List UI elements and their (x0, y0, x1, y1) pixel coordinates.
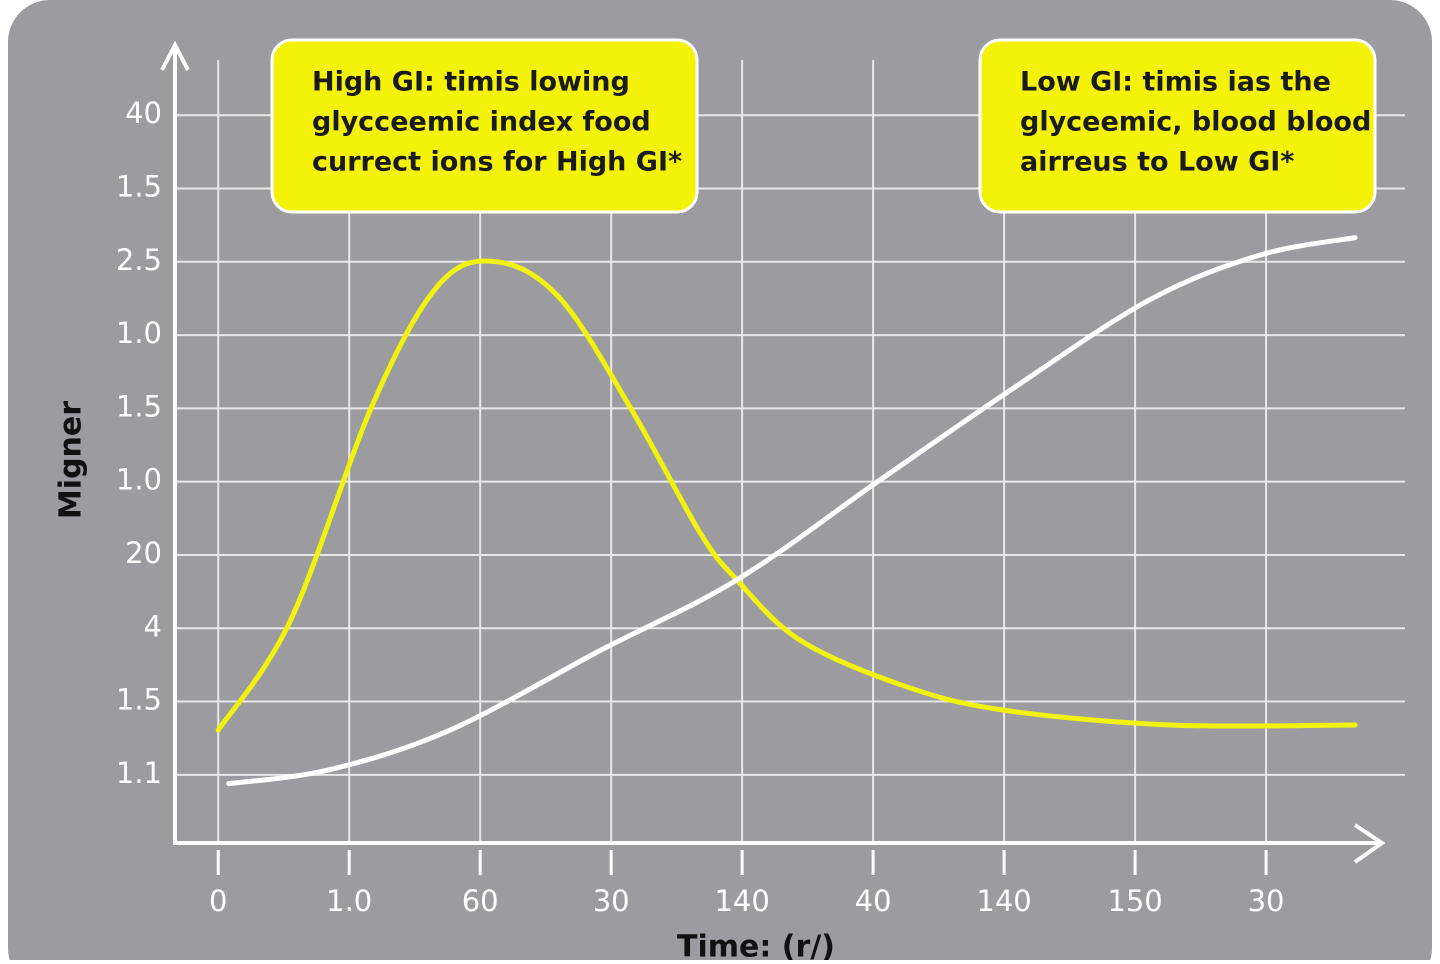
y-tick-label: 1.5 (116, 389, 162, 423)
y-tick-label: 1.1 (116, 756, 162, 790)
y-tick-label: 40 (125, 96, 162, 130)
x-tick-label: 140 (976, 884, 1031, 918)
x-tick-label: 1.0 (326, 884, 372, 918)
y-tick-label: 1.5 (116, 170, 162, 204)
annotation-text: glyceemic, blood blood (1020, 107, 1371, 138)
x-tick-label: 30 (1248, 884, 1285, 918)
x-tick-label: 40 (855, 884, 892, 918)
axis (160, 40, 1386, 864)
y-tick-label: 4 (144, 609, 162, 643)
annotation-text: airreus to Low GI* (1020, 147, 1294, 178)
y-tick-label: 1.5 (116, 683, 162, 717)
annotation-box (978, 38, 1377, 214)
line-series (215, 258, 1358, 733)
annotation-text: High GI: timis lowing (312, 67, 630, 98)
x-tick-label: 0 (209, 884, 227, 918)
x-tick-label: 30 (593, 884, 630, 918)
x-axis-label: Time: (r/) (677, 930, 835, 961)
y-axis-label: Migner (54, 401, 89, 519)
annotation-text: currect ions for High GI* (312, 147, 682, 178)
y-tick-label: 1.0 (116, 463, 162, 497)
y-tick-label: 1.0 (116, 316, 162, 350)
line-series (226, 235, 1358, 787)
x-tick-label: 60 (462, 884, 499, 918)
x-tick-label: 140 (714, 884, 769, 918)
annotation-text: glycceemic index food (312, 107, 651, 138)
y-tick-label: 2.5 (116, 243, 162, 277)
annotation-box (270, 38, 699, 214)
y-tick-label: 20 (125, 536, 162, 570)
annotation-text: Low GI: timis ias the (1020, 67, 1331, 98)
x-tick-label: 150 (1107, 884, 1162, 918)
